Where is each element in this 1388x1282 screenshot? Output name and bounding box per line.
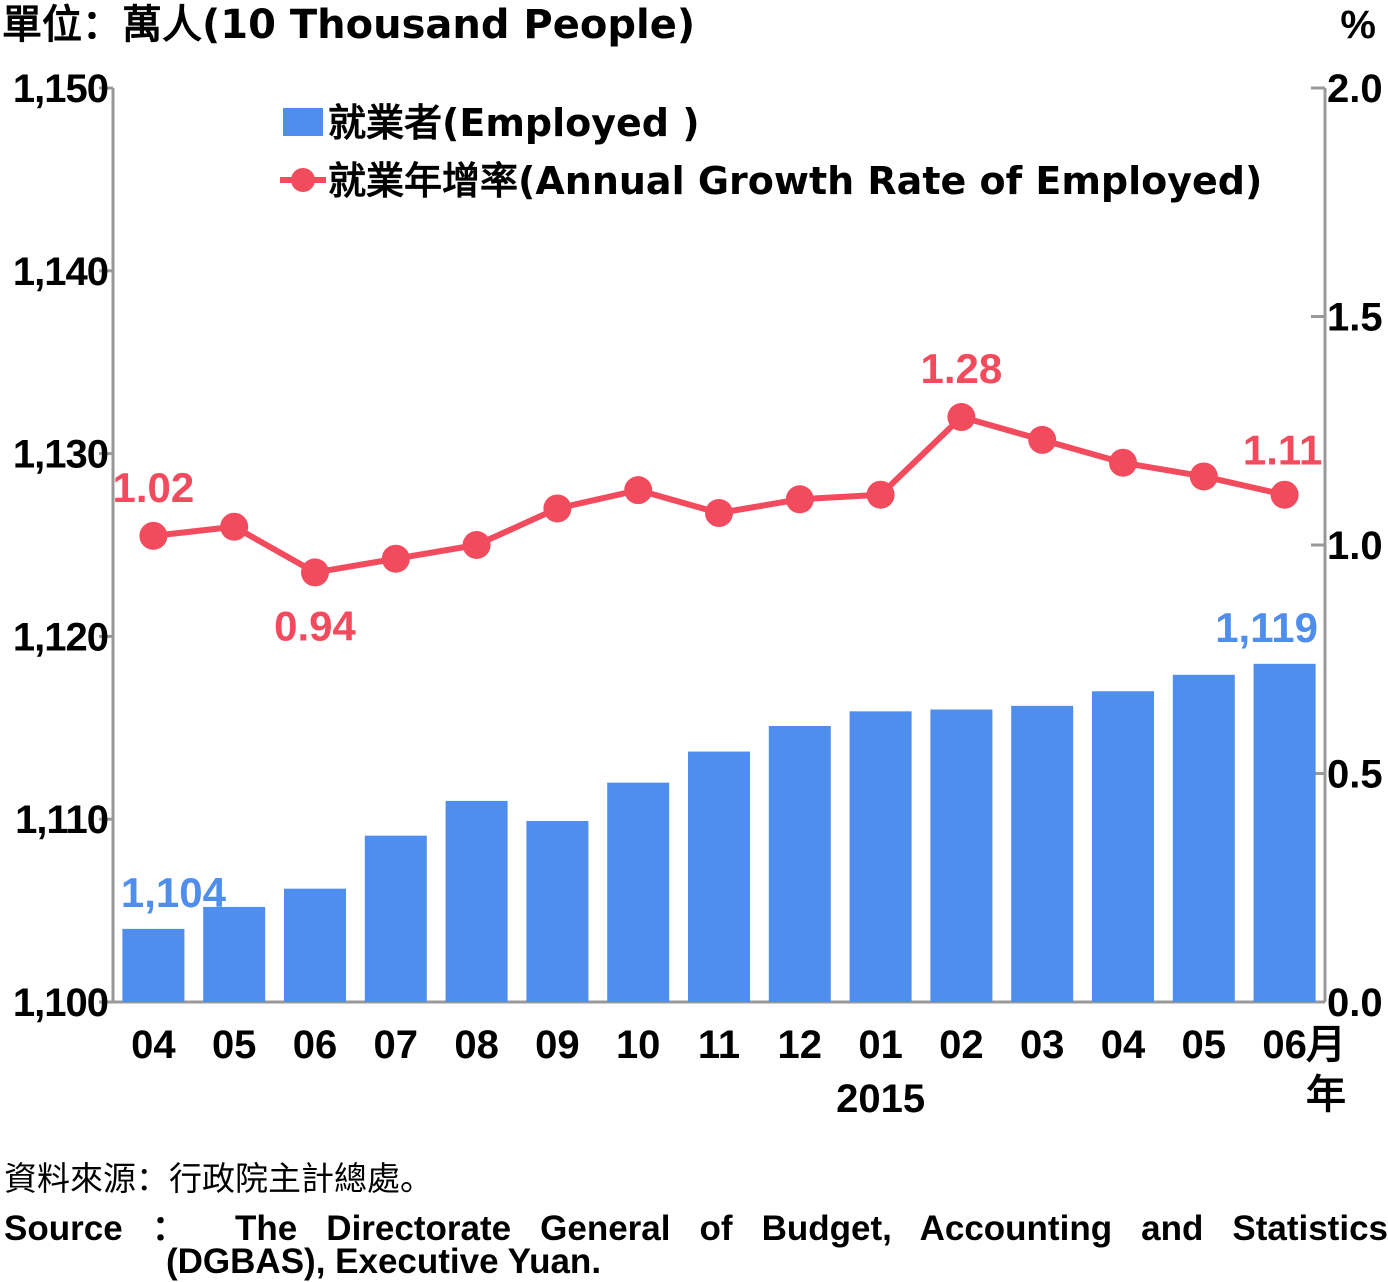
x-axis-tick-label: 12 bbox=[778, 1023, 823, 1067]
employed-bar bbox=[768, 725, 831, 1002]
employed-bar bbox=[688, 751, 750, 1002]
growth-rate-point bbox=[139, 521, 168, 550]
legend-line-marker bbox=[291, 168, 315, 192]
left-axis-tick-label: 1,130 bbox=[13, 433, 108, 477]
x-axis-year-label: 2015 bbox=[836, 1077, 925, 1121]
employed-bar bbox=[849, 711, 912, 1002]
employed-bar bbox=[1011, 705, 1074, 1002]
growth-rate-point bbox=[1270, 480, 1299, 509]
left-axis-tick-label: 1,150 bbox=[13, 67, 108, 111]
x-axis-tick-label: 11 bbox=[698, 1023, 740, 1067]
source-chinese: 資料來源：行政院主計總處。 bbox=[4, 1159, 433, 1198]
x-axis-tick-label: 06 bbox=[293, 1023, 338, 1067]
growth-rate-value-label: 1.28 bbox=[921, 345, 1003, 392]
x-axis-month-suffix: 月 bbox=[1306, 1022, 1346, 1068]
employment-chart: 單位：萬人(10 Thousand People) % 1,1001,1101,… bbox=[2, 2, 1383, 1121]
growth-rate-point bbox=[1109, 448, 1137, 477]
left-axis-unit-label: 單位：萬人(10 Thousand People) bbox=[2, 2, 695, 48]
employed-bar bbox=[445, 800, 508, 1002]
employed-bar bbox=[1253, 663, 1316, 1002]
employed-value-label: 1,119 bbox=[1215, 604, 1318, 651]
left-axis-tick-label: 1,110 bbox=[15, 798, 108, 842]
left-axis-tick-label: 1,100 bbox=[13, 981, 108, 1025]
x-axis-tick-label: 05 bbox=[212, 1023, 257, 1067]
employed-bars bbox=[122, 663, 1316, 1002]
growth-rate-value-label: 1.11 bbox=[1243, 427, 1322, 474]
x-axis-tick-label: 04 bbox=[1101, 1023, 1146, 1067]
growth-rate-point bbox=[381, 544, 410, 573]
legend-bar-label: 就業者(Employed ) bbox=[328, 101, 700, 145]
employed-bar bbox=[1172, 674, 1235, 1002]
data-labels: 1,104 1,119 1.02 0.94 1.28 1.11 bbox=[113, 345, 1323, 916]
growth-rate-point bbox=[785, 485, 814, 514]
x-axis-tick-label: 05 bbox=[1182, 1023, 1227, 1067]
left-axis-tick-label: 1,120 bbox=[13, 615, 108, 659]
employed-bar bbox=[930, 709, 993, 1002]
growth-rate-value-label: 1.02 bbox=[113, 464, 195, 511]
employed-bar bbox=[203, 906, 266, 1002]
x-axis-tick-label: 01 bbox=[858, 1023, 903, 1067]
x-axis-tick-label: 03 bbox=[1020, 1023, 1065, 1067]
axes: 1,1001,1101,1201,1301,1401,1500.00.51.01… bbox=[13, 67, 1383, 1121]
employed-value-label: 1,104 bbox=[121, 869, 227, 916]
growth-rate-point bbox=[1028, 425, 1057, 454]
growth-rate-point bbox=[220, 512, 249, 541]
legend: 就業者(Employed ) 就業年增率(Annual Growth Rate o… bbox=[280, 101, 1262, 203]
employed-bar bbox=[364, 835, 427, 1002]
growth-rate-line bbox=[139, 403, 1299, 587]
source-english-line1: Source ： The Directorate General of Budg… bbox=[4, 1209, 1388, 1248]
x-axis-year-suffix: 年 bbox=[1306, 1072, 1346, 1118]
employed-bar bbox=[526, 821, 589, 1002]
right-axis-tick-label: 1.5 bbox=[1327, 296, 1383, 340]
growth-rate-point bbox=[301, 558, 329, 587]
growth-rate-point bbox=[624, 476, 653, 505]
right-axis-tick-label: 0.0 bbox=[1327, 981, 1383, 1025]
right-axis-unit-label: % bbox=[1340, 3, 1376, 47]
growth-rate-polyline bbox=[153, 414, 1286, 576]
right-axis-tick-label: 2.0 bbox=[1327, 67, 1383, 111]
source-english-line2: (DGBAS), Executive Yuan. bbox=[166, 1242, 602, 1281]
x-axis-tick-label: 06 bbox=[1262, 1023, 1307, 1067]
growth-rate-point bbox=[1189, 462, 1218, 491]
x-axis-tick-label: 04 bbox=[131, 1023, 176, 1067]
legend-line-label: 就業年增率(Annual Growth Rate of Employed) bbox=[328, 159, 1262, 203]
growth-rate-point bbox=[947, 403, 976, 432]
x-axis-tick-label: 02 bbox=[939, 1023, 984, 1067]
employed-bar bbox=[1092, 691, 1154, 1002]
legend-bar-swatch bbox=[283, 108, 323, 136]
left-axis-tick-label: 1,140 bbox=[13, 250, 108, 294]
growth-rate-point bbox=[705, 499, 733, 528]
growth-rate-value-label: 0.94 bbox=[274, 602, 356, 649]
growth-rate-point bbox=[462, 531, 491, 559]
x-axis-tick-label: 10 bbox=[616, 1023, 661, 1067]
right-axis-tick-label: 0.5 bbox=[1327, 753, 1383, 797]
x-axis-tick-label: 09 bbox=[535, 1023, 580, 1067]
x-axis-tick-label: 07 bbox=[374, 1023, 419, 1067]
x-axis-tick-label: 08 bbox=[454, 1023, 499, 1067]
right-axis-tick-label: 1.0 bbox=[1327, 524, 1383, 568]
employed-bar bbox=[122, 928, 185, 1002]
employed-bar bbox=[607, 782, 670, 1002]
growth-rate-point bbox=[866, 480, 895, 509]
employed-bar bbox=[284, 888, 346, 1002]
growth-rate-point bbox=[543, 494, 572, 523]
